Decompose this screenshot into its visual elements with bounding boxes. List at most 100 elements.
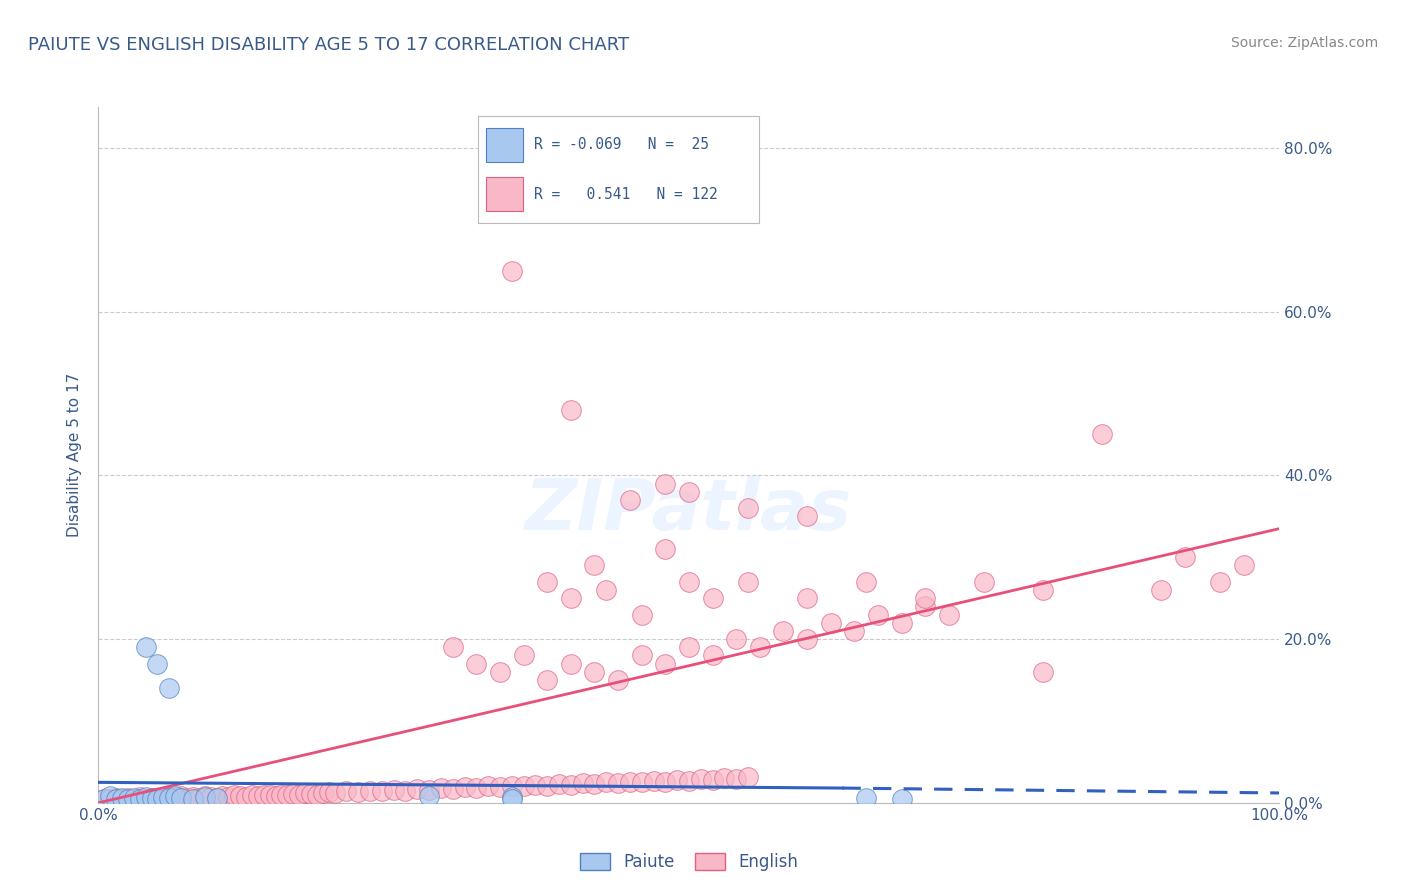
Point	[276, 789, 298, 803]
Point	[181, 791, 204, 805]
Point	[294, 786, 316, 800]
Point	[135, 790, 157, 805]
Point	[253, 788, 276, 802]
Point	[211, 789, 233, 804]
Point	[135, 640, 157, 655]
Point	[205, 790, 228, 805]
Point	[359, 783, 381, 797]
Point	[1032, 665, 1054, 679]
Point	[98, 789, 121, 804]
Point	[117, 790, 139, 805]
Point	[560, 657, 582, 671]
Point	[890, 615, 912, 630]
Point	[323, 786, 346, 800]
Point	[217, 790, 239, 805]
Point	[654, 774, 676, 789]
Point	[246, 789, 269, 804]
Point	[772, 624, 794, 638]
Point	[748, 640, 770, 655]
Point	[1032, 582, 1054, 597]
Point	[187, 790, 209, 805]
Point	[93, 791, 115, 805]
Point	[122, 790, 145, 805]
Point	[560, 403, 582, 417]
Point	[1091, 427, 1114, 442]
Point	[418, 782, 440, 797]
Point	[702, 591, 724, 606]
Point	[725, 632, 748, 646]
Point	[914, 599, 936, 614]
Point	[501, 264, 523, 278]
Point	[890, 791, 912, 805]
Point	[146, 657, 169, 671]
Point	[141, 790, 163, 805]
Point	[157, 790, 180, 805]
Point	[453, 780, 475, 795]
Point	[157, 681, 180, 696]
Point	[194, 789, 217, 804]
Point	[382, 782, 405, 797]
Text: PAIUTE VS ENGLISH DISABILITY AGE 5 TO 17 CORRELATION CHART: PAIUTE VS ENGLISH DISABILITY AGE 5 TO 17…	[28, 36, 630, 54]
Point	[283, 787, 305, 801]
Point	[678, 773, 700, 788]
Point	[702, 648, 724, 663]
Point	[312, 786, 335, 800]
Point	[643, 773, 665, 788]
Point	[844, 624, 866, 638]
Point	[111, 791, 134, 805]
Point	[240, 789, 263, 803]
Point	[93, 791, 115, 805]
Point	[441, 640, 464, 655]
Point	[122, 791, 145, 805]
Point	[512, 648, 534, 663]
Point	[607, 673, 630, 687]
Point	[654, 657, 676, 671]
Point	[689, 772, 711, 786]
Point	[318, 785, 340, 799]
Point	[914, 591, 936, 606]
Point	[152, 790, 174, 805]
Point	[200, 790, 222, 805]
Point	[347, 785, 370, 799]
Point	[128, 791, 150, 805]
Point	[536, 779, 558, 793]
Point	[595, 775, 617, 789]
Point	[938, 607, 960, 622]
Point	[560, 591, 582, 606]
Point	[512, 780, 534, 794]
Point	[654, 476, 676, 491]
Point	[176, 790, 198, 805]
Point	[973, 574, 995, 589]
Point	[117, 791, 139, 805]
Text: R = -0.069   N =  25: R = -0.069 N = 25	[534, 137, 709, 153]
Point	[105, 791, 128, 805]
Point	[713, 771, 735, 785]
Point	[702, 772, 724, 787]
Point	[855, 574, 877, 589]
Point	[205, 790, 228, 805]
Point	[135, 791, 157, 805]
Point	[796, 632, 818, 646]
Point	[630, 648, 652, 663]
Point	[235, 790, 257, 805]
Point	[619, 492, 641, 507]
Point	[820, 615, 842, 630]
Point	[536, 574, 558, 589]
Point	[406, 781, 429, 796]
Point	[583, 777, 606, 791]
Text: R =   0.541   N = 122: R = 0.541 N = 122	[534, 186, 718, 202]
Point	[165, 790, 187, 805]
Point	[489, 780, 512, 795]
Point	[737, 501, 759, 516]
Point	[524, 778, 547, 792]
Point	[583, 558, 606, 573]
Point	[335, 784, 357, 798]
Point	[678, 574, 700, 589]
Bar	[486, 177, 523, 211]
Point	[737, 771, 759, 785]
Point	[224, 789, 246, 803]
Point	[501, 779, 523, 793]
Point	[678, 484, 700, 499]
Point	[157, 790, 180, 805]
Point	[371, 784, 394, 798]
